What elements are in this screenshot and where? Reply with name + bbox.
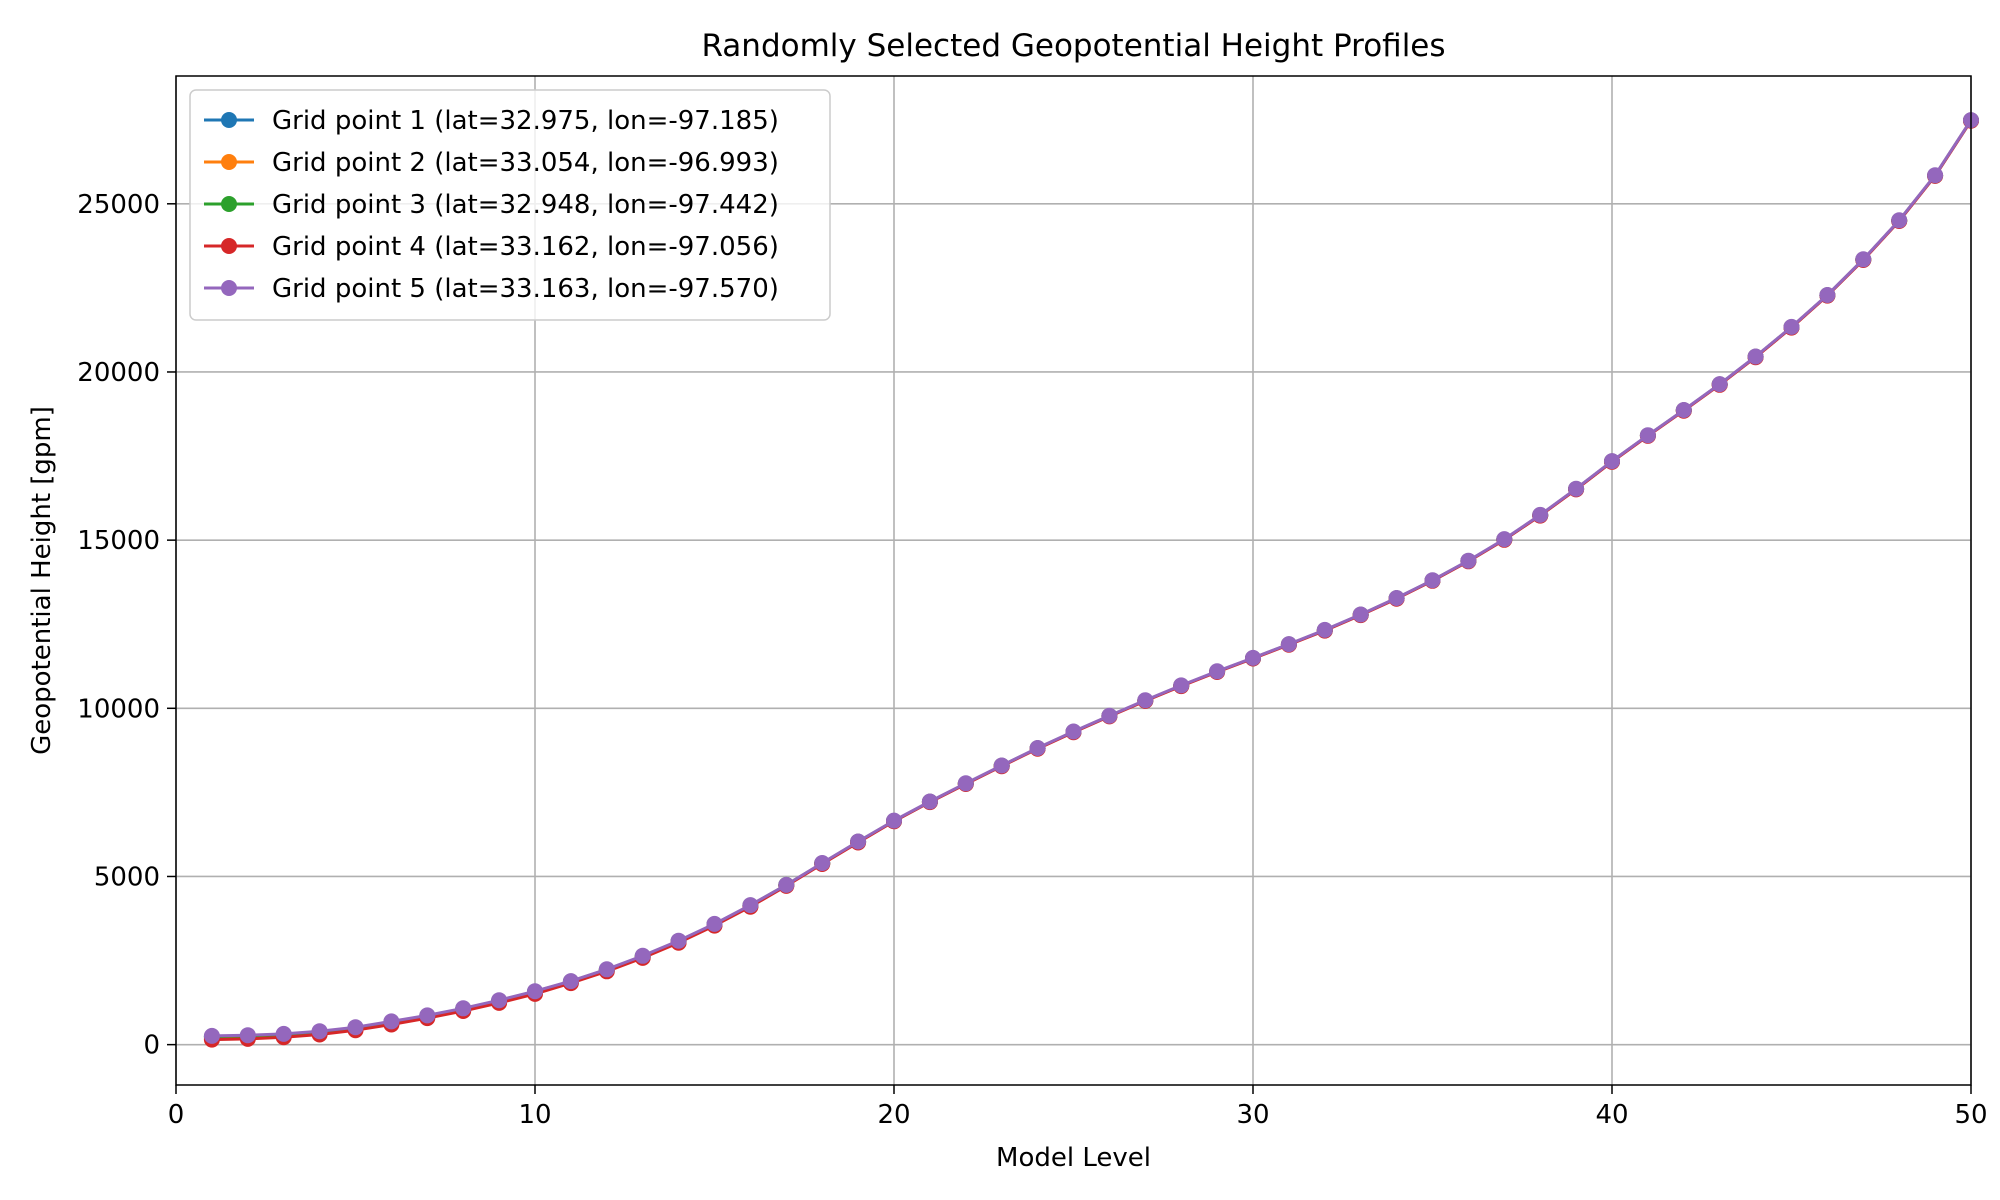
data-point — [203, 1027, 220, 1044]
data-point — [562, 973, 579, 990]
legend-item: Grid point 4 (lat=33.162, lon=-97.056) — [204, 232, 779, 262]
data-point — [1101, 707, 1118, 724]
grid — [175, 76, 1972, 1085]
legend-item: Grid point 5 (lat=33.163, lon=-97.570) — [204, 274, 779, 304]
data-point — [598, 961, 615, 978]
legend-label: Grid point 4 (lat=33.162, lon=-97.056) — [272, 232, 779, 262]
data-point — [419, 1007, 436, 1024]
data-point — [275, 1025, 292, 1042]
data-point — [1604, 453, 1620, 470]
data-point — [1927, 167, 1944, 184]
legend-label: Grid point 3 (lat=32.948, lon=-97.442) — [272, 190, 779, 220]
legend-item: Grid point 1 (lat=32.975, lon=-97.185) — [204, 106, 779, 136]
data-point — [706, 915, 723, 932]
y-tick-label: 25000 — [77, 190, 160, 220]
data-point — [1137, 692, 1154, 709]
series-layer — [203, 112, 1979, 1048]
legend-item: Grid point 3 (lat=32.948, lon=-97.442) — [204, 190, 779, 220]
y-tick-label: 0 — [143, 1031, 160, 1061]
legend-box — [189, 89, 831, 321]
data-point — [886, 812, 902, 829]
x-axis-label: Model Level — [996, 1143, 1151, 1173]
series-5 — [203, 112, 1979, 1044]
data-point — [1173, 677, 1190, 694]
legend-label: Grid point 5 (lat=33.163, lon=-97.570) — [272, 274, 779, 304]
data-point — [778, 876, 795, 893]
data-point — [1280, 636, 1297, 653]
x-tick-label: 30 — [1236, 1100, 1269, 1130]
y-tick-label: 15000 — [77, 526, 160, 556]
plot-frame — [175, 75, 1972, 1086]
data-point — [1316, 621, 1333, 638]
legend-item: Grid point 2 (lat=33.054, lon=-96.993) — [204, 148, 779, 178]
data-point — [1496, 531, 1513, 548]
data-point — [993, 757, 1010, 774]
y-tick-label: 10000 — [77, 694, 160, 724]
data-point — [814, 855, 831, 871]
data-point — [1568, 480, 1585, 497]
data-point — [1245, 649, 1261, 666]
x-tick-label: 50 — [1954, 1100, 1987, 1130]
data-point — [670, 932, 687, 949]
data-point — [1424, 572, 1441, 589]
data-point — [1460, 552, 1477, 569]
data-point — [239, 1027, 256, 1044]
data-point — [527, 983, 543, 1000]
x-tick-label: 0 — [168, 1100, 185, 1130]
legend-label: Grid point 1 (lat=32.975, lon=-97.185) — [272, 106, 779, 136]
data-point — [1819, 287, 1836, 303]
data-point — [1029, 740, 1046, 756]
data-point — [455, 1000, 472, 1017]
legend-marker — [221, 196, 237, 212]
legend-marker — [221, 280, 237, 296]
ticks: 0 10 20 30 40 50 0 5000 10000 15000 20000 25000 — [77, 190, 1987, 1130]
data-point — [1711, 376, 1728, 393]
chart-title: Randomly Selected Geopotential Height Pr… — [701, 28, 1445, 64]
y-tick-label: 5000 — [94, 862, 160, 892]
data-point — [1209, 663, 1226, 680]
data-point — [311, 1023, 328, 1040]
data-point — [1747, 348, 1764, 365]
legend-label: Grid point 2 (lat=33.054, lon=-96.993) — [272, 148, 779, 178]
data-point — [1675, 402, 1692, 418]
data-point — [1639, 427, 1656, 444]
data-point — [383, 1013, 400, 1030]
data-point — [1388, 590, 1405, 606]
data-point — [921, 793, 938, 810]
x-tick-label: 20 — [877, 1100, 910, 1130]
data-point — [491, 992, 508, 1009]
x-tick-label: 10 — [518, 1100, 551, 1130]
x-tick-label: 40 — [1595, 1100, 1628, 1130]
legend: Grid point 1 (lat=32.975, lon=-97.185) Gr… — [189, 89, 831, 321]
data-point — [1532, 506, 1549, 523]
legend-marker — [221, 238, 237, 254]
legend-marker — [221, 154, 237, 170]
data-point — [742, 897, 759, 914]
data-point — [1855, 251, 1872, 268]
data-point — [1352, 606, 1369, 623]
y-axis-label: Geopotential Height [gpm] — [27, 406, 57, 755]
data-point — [634, 947, 651, 964]
data-point — [1783, 318, 1800, 335]
data-point — [347, 1019, 364, 1036]
data-point — [957, 775, 974, 792]
legend-marker — [221, 112, 237, 128]
y-tick-label: 20000 — [77, 358, 160, 388]
data-point — [1891, 212, 1908, 229]
data-point — [850, 833, 867, 850]
data-point — [1065, 723, 1082, 740]
